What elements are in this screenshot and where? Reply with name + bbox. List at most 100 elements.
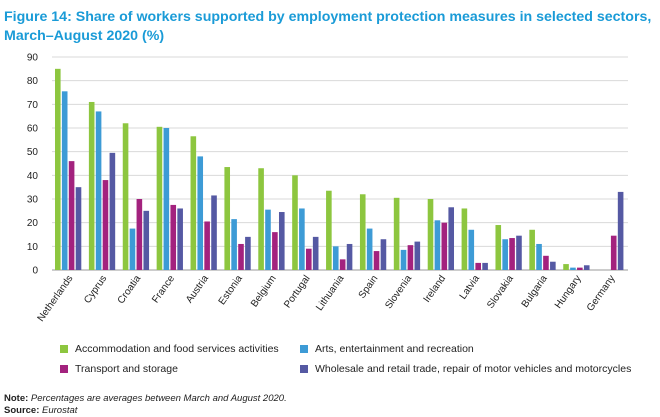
x-tick-label: Bulgaria [520,273,550,310]
bar [543,255,549,270]
y-tick-label: 20 [27,218,39,229]
bar [617,191,624,270]
bar [278,212,285,270]
bar [495,225,502,270]
bar [529,229,535,270]
bar [326,190,332,270]
x-tick-label: Belgium [249,273,279,309]
bar [516,235,522,270]
bar [177,208,183,270]
x-tick-label: Lithuania [314,273,347,313]
x-tick-label: Croatia [116,273,144,306]
legend-item: Wholesale and retail trade, repair of mo… [300,363,631,375]
bar [170,204,177,270]
bar [359,194,366,270]
bar [122,123,129,271]
bar [238,243,244,270]
y-tick-label: 70 [27,100,39,111]
bar [570,267,576,270]
bar [197,156,204,270]
bar [61,91,68,270]
source-text: Eurostat [42,404,78,416]
x-tick-label: Netherlands [36,273,76,323]
bars [55,68,624,271]
x-tick-label: Ireland [422,273,449,304]
bar [55,68,61,270]
y-tick-label: 0 [32,266,38,277]
bar [482,262,488,270]
bar [448,207,455,270]
bar [265,209,271,270]
x-tick-label: Estonia [217,273,245,307]
x-tick-label: Portugal [282,273,312,310]
bar [258,168,264,270]
bar [299,208,305,270]
bar [509,238,515,270]
legend-swatch [300,345,308,353]
bar [224,167,231,270]
legend-label: Accommodation and food services activiti… [75,343,279,355]
bar [550,261,556,270]
x-axis-labels: Netherlands Cyprus Croatia France Austria Est… [36,273,618,324]
bar [292,175,298,270]
bar [339,259,346,270]
bar [414,241,421,270]
bar [346,243,353,270]
bar [468,229,475,270]
bar [95,111,102,271]
bar [68,161,75,270]
bar [441,222,448,270]
legend-label: Transport and storage [75,363,178,375]
bar [143,210,150,270]
source-label: Source: [4,404,40,416]
bar [211,195,217,270]
bar [536,243,542,270]
x-tick-label: Latvia [458,273,483,302]
bar [136,199,143,270]
y-tick-label: 60 [27,124,39,135]
legend-item: Arts, entertainment and recreation [300,343,474,355]
bar [563,264,569,270]
legend-label: Arts, entertainment and recreation [315,343,474,355]
y-axis-ticks: 0 10 20 30 40 50 60 70 80 90 [27,53,39,277]
x-tick-label: Cyprus [82,273,109,305]
legend-swatch [60,345,68,353]
bar [434,220,441,270]
y-tick-label: 10 [27,242,39,253]
bar [156,126,163,270]
bar [312,236,319,270]
x-tick-label: Austria [184,273,211,305]
x-tick-label: Slovenia [383,273,414,311]
x-tick-label: France [150,273,177,305]
bar [461,208,468,270]
chart-title: Figure 14: Share of workers supported by… [4,9,652,44]
bar [407,245,414,270]
bar-chart: 0 10 20 30 40 50 60 70 80 90 Netherlands Cyprus Cro… [27,53,628,324]
bar [305,248,312,270]
bar [400,249,407,270]
bar [373,251,380,270]
legend-swatch [60,365,68,373]
bar [577,267,583,270]
y-tick-label: 80 [27,76,39,87]
bar [163,128,170,270]
bar [129,228,136,270]
bar [88,101,95,270]
bar [272,232,278,270]
bar [332,246,339,270]
bar [393,197,400,270]
y-tick-label: 30 [27,195,39,206]
bar [204,221,210,270]
x-tick-label: Spain [357,273,381,300]
note-label: Note: [4,393,29,404]
bar [502,239,508,270]
legend-swatch [300,365,308,373]
y-tick-label: 50 [27,147,39,158]
bar [231,219,237,270]
bar [583,265,590,270]
note-text: Percentages are averages between March a… [30,393,287,404]
note: Note: Percentages are averages between M… [4,393,287,416]
bar [102,180,109,270]
y-tick-label: 40 [27,171,39,182]
x-tick-label: Slovakia [485,273,516,311]
